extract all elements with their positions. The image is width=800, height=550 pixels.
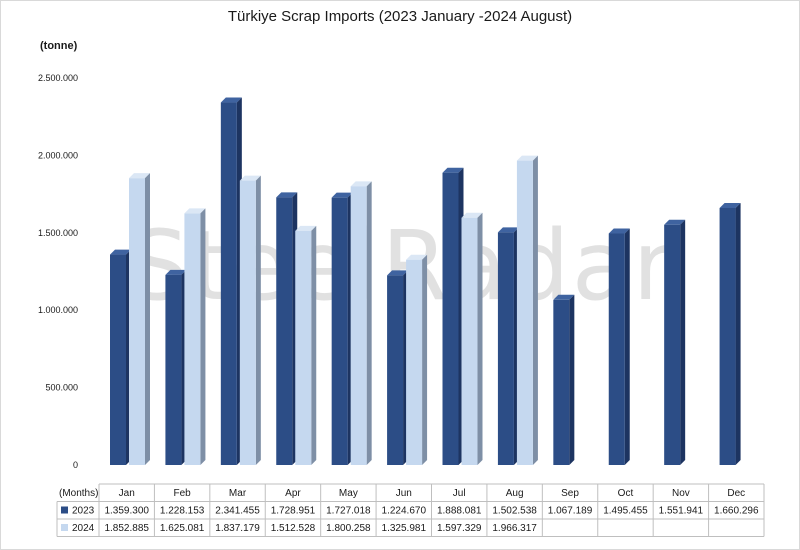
y-tick-label: 0 xyxy=(73,460,78,470)
bar-2024-side xyxy=(532,155,538,465)
x-category-label: Jul xyxy=(453,488,466,499)
data-label-2023: 1.228.153 xyxy=(160,506,205,517)
bar-2024-side xyxy=(255,175,261,466)
bar-2024-top xyxy=(350,181,372,187)
bar-2023-top xyxy=(497,227,519,233)
bar-2024-side xyxy=(422,254,428,465)
bar-2023 xyxy=(110,254,126,465)
bar-2023 xyxy=(387,275,404,465)
bar-2024-side xyxy=(366,181,372,465)
bar-2023-top xyxy=(165,269,187,275)
data-label-2023: 1.551.941 xyxy=(659,506,704,517)
x-category-label: May xyxy=(339,488,358,499)
bar-2023 xyxy=(719,207,736,465)
bar-2023-top xyxy=(276,192,298,198)
bar-2023-top xyxy=(608,228,630,234)
bar-2024 xyxy=(129,178,145,465)
y-tick-label: 500.000 xyxy=(45,383,78,393)
data-label-2024: 1.512.528 xyxy=(271,523,316,534)
data-label-2023: 1.224.670 xyxy=(382,506,427,517)
bar-2024 xyxy=(295,230,312,465)
bar-2024 xyxy=(461,217,478,465)
x-category-label: Jan xyxy=(119,488,135,499)
x-category-label: Apr xyxy=(285,488,301,499)
bar-2023-side xyxy=(624,228,630,465)
chart-title: Türkiye Scrap Imports (2023 January -202… xyxy=(227,8,573,25)
data-label-2023: 1.727.018 xyxy=(326,506,371,517)
bar-2024-top xyxy=(516,155,538,161)
bar-2023 xyxy=(442,172,459,465)
y-tick-label: 1.000.000 xyxy=(38,305,78,315)
data-label-2024: 1.966.317 xyxy=(492,523,537,534)
y-tick-label: 2.000.000 xyxy=(38,150,78,160)
data-label-2024: 1.325.981 xyxy=(382,523,427,534)
x-category-label: Oct xyxy=(618,488,634,499)
bar-2023-side xyxy=(735,202,741,465)
data-label-2023: 1.495.455 xyxy=(603,506,648,517)
x-category-label: Feb xyxy=(174,488,192,499)
data-label-2024: 1.625.081 xyxy=(160,523,205,534)
data-label-2023: 1.359.300 xyxy=(104,506,149,517)
data-label-2024: 1.837.179 xyxy=(215,523,260,534)
bar-2023 xyxy=(220,102,237,466)
y-tick-label: 2.500.000 xyxy=(38,73,78,83)
bar-2024 xyxy=(239,180,256,466)
bar-2023-top xyxy=(220,97,242,103)
bar-2024-top xyxy=(184,208,206,214)
x-category-label: Nov xyxy=(672,488,690,499)
bar-2023 xyxy=(664,224,681,465)
bar-2023-side xyxy=(680,219,686,465)
bar-2024-top xyxy=(461,212,483,218)
bar-2023 xyxy=(608,233,625,465)
bar-2023 xyxy=(553,299,570,465)
table-header-label: (Months) xyxy=(59,488,98,499)
bar-2023-top xyxy=(553,294,575,300)
bar-2024-side xyxy=(200,208,206,466)
data-label-2023: 1.660.296 xyxy=(714,506,759,517)
bar-2023 xyxy=(276,197,293,465)
bar-2023 xyxy=(165,274,182,465)
bar-2024-side xyxy=(477,212,483,465)
data-label-2024: 1.852.885 xyxy=(104,523,149,534)
x-category-label: Dec xyxy=(727,488,745,499)
bar-2024 xyxy=(184,213,201,465)
x-category-label: Aug xyxy=(506,488,524,499)
x-category-label: Mar xyxy=(229,488,247,499)
bar-2023 xyxy=(331,197,348,466)
data-label-2024: 1.597.329 xyxy=(437,523,482,534)
legend-swatch-2024 xyxy=(61,524,68,531)
bar-2023-top xyxy=(110,249,131,255)
bar-2024-side xyxy=(311,225,317,465)
data-label-2023: 1.067.189 xyxy=(548,506,593,517)
data-label-2023: 1.502.538 xyxy=(492,506,537,517)
bar-2024-top xyxy=(295,225,317,231)
bar-2024 xyxy=(516,160,533,465)
y-axis-unit: (tonne) xyxy=(40,40,78,52)
bar-2023-top xyxy=(664,219,686,225)
data-label-2024: 1.800.258 xyxy=(326,523,371,534)
bar-2024 xyxy=(350,186,367,465)
data-label-2023: 1.888.081 xyxy=(437,506,482,517)
bar-2023-top xyxy=(442,167,464,173)
legend-swatch-2023 xyxy=(61,506,68,514)
bar-2024-side xyxy=(145,173,150,465)
bar-2023-top xyxy=(331,192,353,198)
bar-2024-top xyxy=(129,173,150,179)
bar-2024-top xyxy=(239,175,261,181)
legend-label-2023: 2023 xyxy=(72,506,95,517)
x-category-label: Sep xyxy=(561,488,579,499)
x-category-label: Jun xyxy=(396,488,412,499)
data-label-2023: 1.728.951 xyxy=(271,506,316,517)
bar-2024-top xyxy=(406,254,428,260)
data-label-2023: 2.341.455 xyxy=(215,506,260,517)
bar-2023-top xyxy=(387,270,409,276)
bar-2023 xyxy=(497,232,514,465)
bar-2023-side xyxy=(569,294,575,465)
y-tick-label: 1.500.000 xyxy=(38,228,78,238)
bar-2023-top xyxy=(719,202,741,208)
legend-label-2024: 2024 xyxy=(72,523,95,534)
bar-2024 xyxy=(406,259,423,465)
